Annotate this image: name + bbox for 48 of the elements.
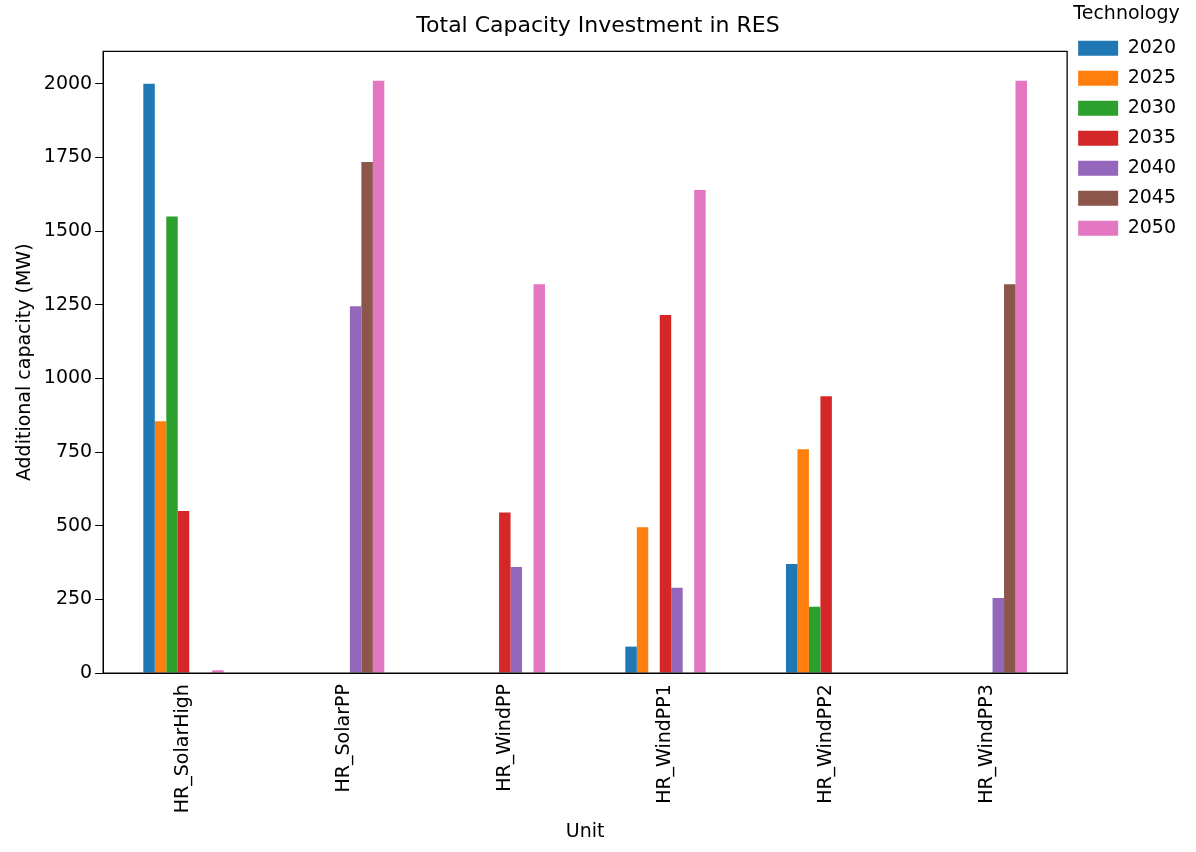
legend-label: 2050 xyxy=(1127,215,1177,238)
y-tick-label: 1750 xyxy=(43,144,93,167)
legend-title: Technology xyxy=(1072,1,1180,24)
x-tick-label: HR_WindPP3 xyxy=(973,684,997,804)
y-tick-label: 0 xyxy=(80,660,93,683)
x-tick-label: HR_SolarHigh xyxy=(170,684,194,814)
y-tick-label: 1250 xyxy=(43,291,93,314)
y-axis-title: Additional capacity (MW) xyxy=(12,243,35,482)
bar xyxy=(1015,80,1027,673)
bar xyxy=(499,512,511,673)
bar xyxy=(372,80,385,673)
y-tick-label: 2000 xyxy=(43,70,93,93)
bar xyxy=(808,606,821,673)
legend-label: 2020 xyxy=(1127,35,1177,58)
y-tick-label: 1500 xyxy=(43,218,93,241)
bar xyxy=(694,189,706,673)
y-tick-label: 500 xyxy=(55,512,93,535)
legend-label: 2025 xyxy=(1127,65,1177,88)
bar xyxy=(349,306,362,673)
legend-label: 2035 xyxy=(1127,125,1177,148)
bar xyxy=(510,567,523,673)
y-tick-label: 250 xyxy=(55,586,93,609)
bar xyxy=(785,564,798,673)
bar xyxy=(143,83,155,673)
y-tick-label: 1000 xyxy=(43,365,93,388)
bar xyxy=(177,511,190,673)
bar xyxy=(636,527,649,673)
bar xyxy=(533,284,545,673)
bar xyxy=(361,161,373,673)
bar xyxy=(1004,284,1016,673)
bar xyxy=(671,587,683,673)
y-tick-label: 750 xyxy=(55,439,93,462)
bar xyxy=(820,396,832,673)
x-tick-label: HR_WindPP1 xyxy=(652,684,676,804)
x-axis-title: Unit xyxy=(565,818,605,841)
legend-label: 2030 xyxy=(1127,95,1177,118)
bar xyxy=(992,597,1005,673)
x-tick-label: HR_SolarPP xyxy=(331,684,355,793)
legend-label: 2045 xyxy=(1127,185,1177,208)
bar xyxy=(659,315,672,673)
bar xyxy=(797,449,809,673)
bar xyxy=(166,216,178,673)
bar xyxy=(625,646,637,673)
legend-label: 2040 xyxy=(1127,155,1177,178)
x-tick-label: HR_WindPP xyxy=(491,684,515,792)
x-tick-label: HR_WindPP2 xyxy=(813,684,837,804)
chart-title: Total Capacity Investment in RES xyxy=(415,11,780,37)
bar xyxy=(154,421,167,673)
